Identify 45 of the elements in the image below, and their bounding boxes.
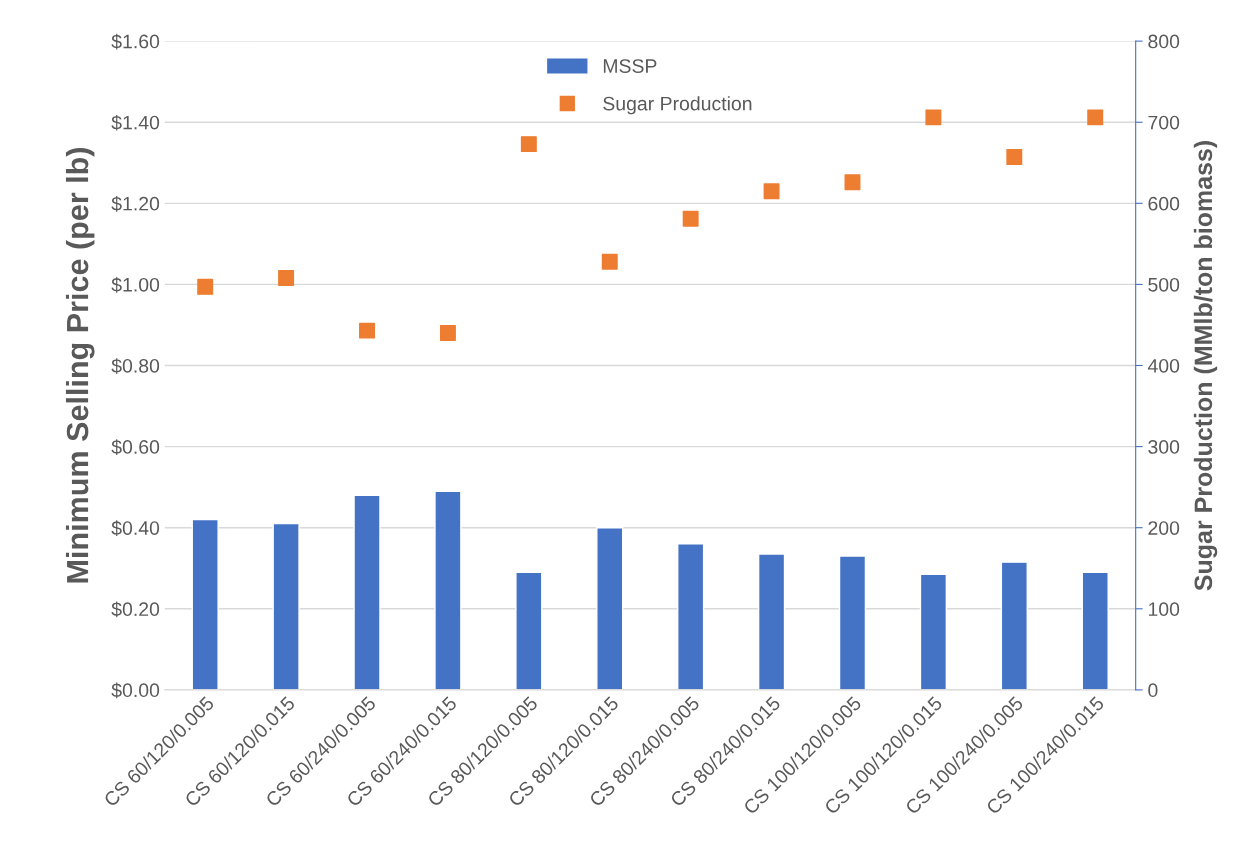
point (439, 325, 456, 342)
point (1006, 149, 1023, 166)
y2-tick-label: 200 (1148, 521, 1180, 535)
y2-tick-label: 400 (1147, 358, 1180, 373)
bar (1081, 571, 1109, 690)
y2-tick-label: 800 (1148, 34, 1180, 49)
point (1087, 109, 1104, 126)
y-tick-label: $1.20 (111, 195, 160, 212)
bar (515, 571, 543, 690)
bar (838, 555, 867, 690)
y2-tick-label: 600 (1148, 196, 1180, 211)
bar (434, 490, 462, 690)
bar (191, 518, 219, 690)
y-axis-title: Minimum Selling Price (per lb) (65, 148, 95, 583)
bar (353, 494, 381, 690)
bar (596, 527, 624, 690)
y-tick-label: $0.40 (111, 520, 160, 537)
bar (677, 543, 705, 690)
y-tick-label: $1.60 (111, 33, 160, 50)
point (601, 253, 618, 270)
point (359, 322, 375, 339)
y2-tick-label: 500 (1148, 277, 1180, 292)
point (197, 278, 214, 295)
bar (272, 522, 300, 690)
point (844, 174, 861, 191)
y-tick-label: $0.80 (111, 358, 160, 374)
legend-label: Sugar Production (603, 96, 752, 115)
y2-tick-label: 0 (1148, 683, 1158, 698)
y2-tick-label: 300 (1148, 440, 1180, 454)
y2-axis-title: Sugar Production (MMlb/ton biomass) (1193, 141, 1218, 591)
legend-label: MSSP (603, 59, 657, 73)
point (763, 183, 780, 200)
point (925, 109, 942, 126)
y-tick-label: $1.40 (111, 114, 160, 131)
point (278, 269, 295, 286)
y-tick-label: $0.60 (111, 439, 160, 455)
y-tick-label: $1.00 (111, 277, 160, 293)
bar (757, 553, 786, 690)
point (682, 210, 699, 227)
bar (919, 573, 948, 690)
y2-tick-label: 100 (1148, 602, 1180, 617)
y-tick-label: $0.20 (111, 601, 160, 618)
point (520, 136, 537, 153)
y2-tick-label: 700 (1148, 115, 1180, 130)
bar (1000, 561, 1028, 690)
